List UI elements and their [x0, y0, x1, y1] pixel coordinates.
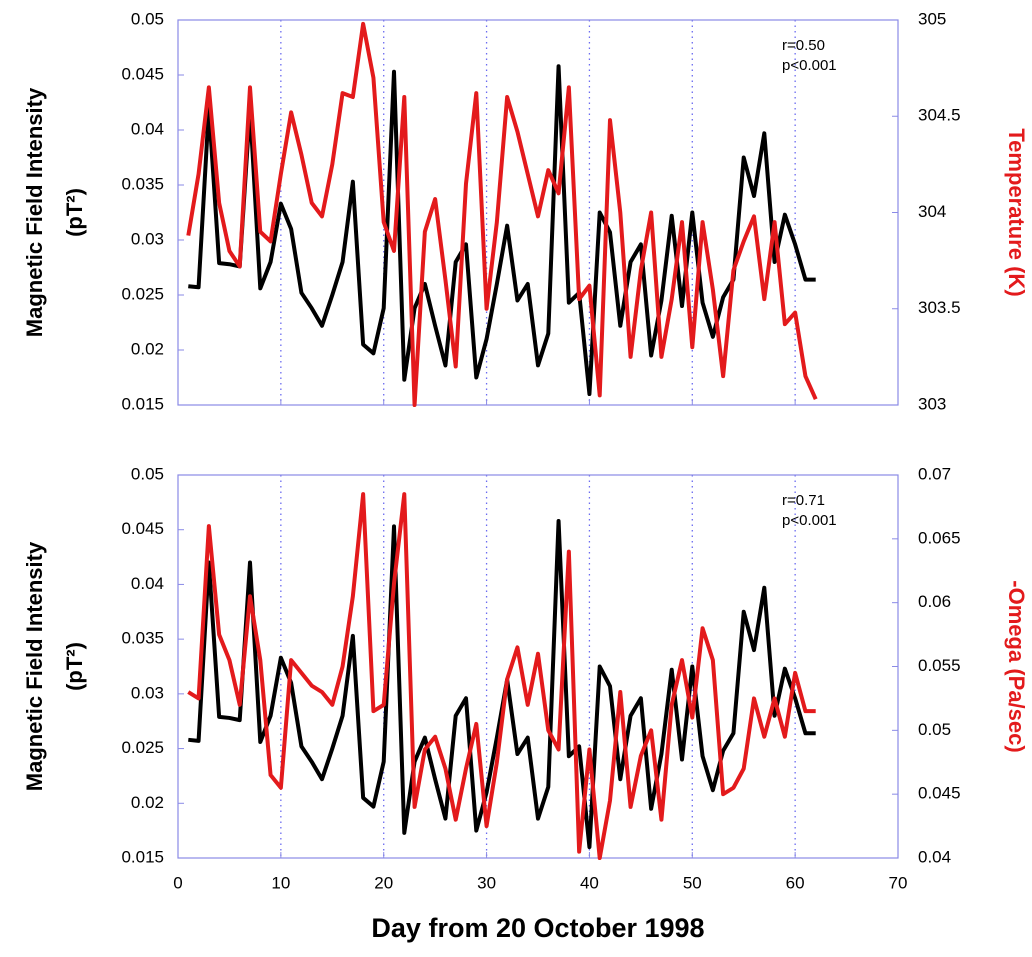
y2-tick-label: 304.5 — [918, 106, 961, 125]
x-tick-label: 0 — [173, 873, 182, 892]
y2-tick-label: 0.07 — [918, 464, 951, 483]
y-tick-label: 0.02 — [131, 339, 164, 358]
x-tick-label: 60 — [786, 873, 805, 892]
y2-tick-label: 303.5 — [918, 298, 961, 317]
y-tick-label: 0.045 — [121, 64, 164, 83]
annotation: r=0.71 — [782, 492, 825, 509]
annotation: r=0.50 — [782, 37, 825, 54]
y-tick-label: 0.015 — [121, 394, 164, 413]
data-line — [187, 492, 816, 860]
annotation: p<0.001 — [782, 57, 837, 74]
data-line — [188, 64, 816, 396]
y-tick-label: 0.045 — [121, 519, 164, 538]
y-tick-label: 0.05 — [131, 464, 164, 483]
y2-tick-label: 0.045 — [918, 784, 961, 803]
x-tick-label: 20 — [374, 873, 393, 892]
y2-tick-label: 305 — [918, 9, 946, 28]
y2-tick-label: 0.06 — [918, 592, 951, 611]
y-axis-unit: (pT²) — [62, 642, 87, 691]
y2-axis-label: -Omega (Pa/sec) — [1004, 580, 1029, 752]
x-axis-label: Day from 20 October 1998 — [371, 913, 704, 943]
x-tick-label: 50 — [683, 873, 702, 892]
y-axis-unit: (pT²) — [62, 188, 87, 237]
y-tick-label: 0.035 — [121, 629, 164, 648]
y-tick-label: 0.02 — [131, 793, 164, 812]
y-tick-label: 0.025 — [121, 738, 164, 757]
y-tick-label: 0.03 — [131, 683, 164, 702]
y2-tick-label: 0.05 — [918, 720, 951, 739]
y-tick-label: 0.04 — [131, 119, 164, 138]
y2-tick-label: 0.065 — [918, 528, 961, 547]
y-tick-label: 0.025 — [121, 284, 164, 303]
data-line — [188, 518, 816, 850]
x-tick-label: 40 — [580, 873, 599, 892]
x-tick-label: 70 — [889, 873, 908, 892]
y2-tick-label: 0.04 — [918, 847, 951, 866]
data-line — [186, 21, 818, 407]
y2-axis-label: Temperature (K) — [1004, 128, 1029, 296]
x-tick-label: 30 — [477, 873, 496, 892]
y-axis-label: Magnetic Field Intensity — [22, 87, 47, 337]
y2-tick-label: 304 — [918, 202, 946, 221]
y-tick-label: 0.035 — [121, 174, 164, 193]
y-axis-label: Magnetic Field Intensity — [22, 541, 47, 791]
y-tick-label: 0.015 — [121, 847, 164, 866]
y-tick-label: 0.03 — [131, 229, 164, 248]
y2-tick-label: 0.055 — [918, 656, 961, 675]
y2-tick-label: 303 — [918, 394, 946, 413]
x-tick-label: 10 — [271, 873, 290, 892]
annotation: p<0.001 — [782, 512, 837, 529]
y-tick-label: 0.04 — [131, 574, 164, 593]
y-tick-label: 0.05 — [131, 9, 164, 28]
